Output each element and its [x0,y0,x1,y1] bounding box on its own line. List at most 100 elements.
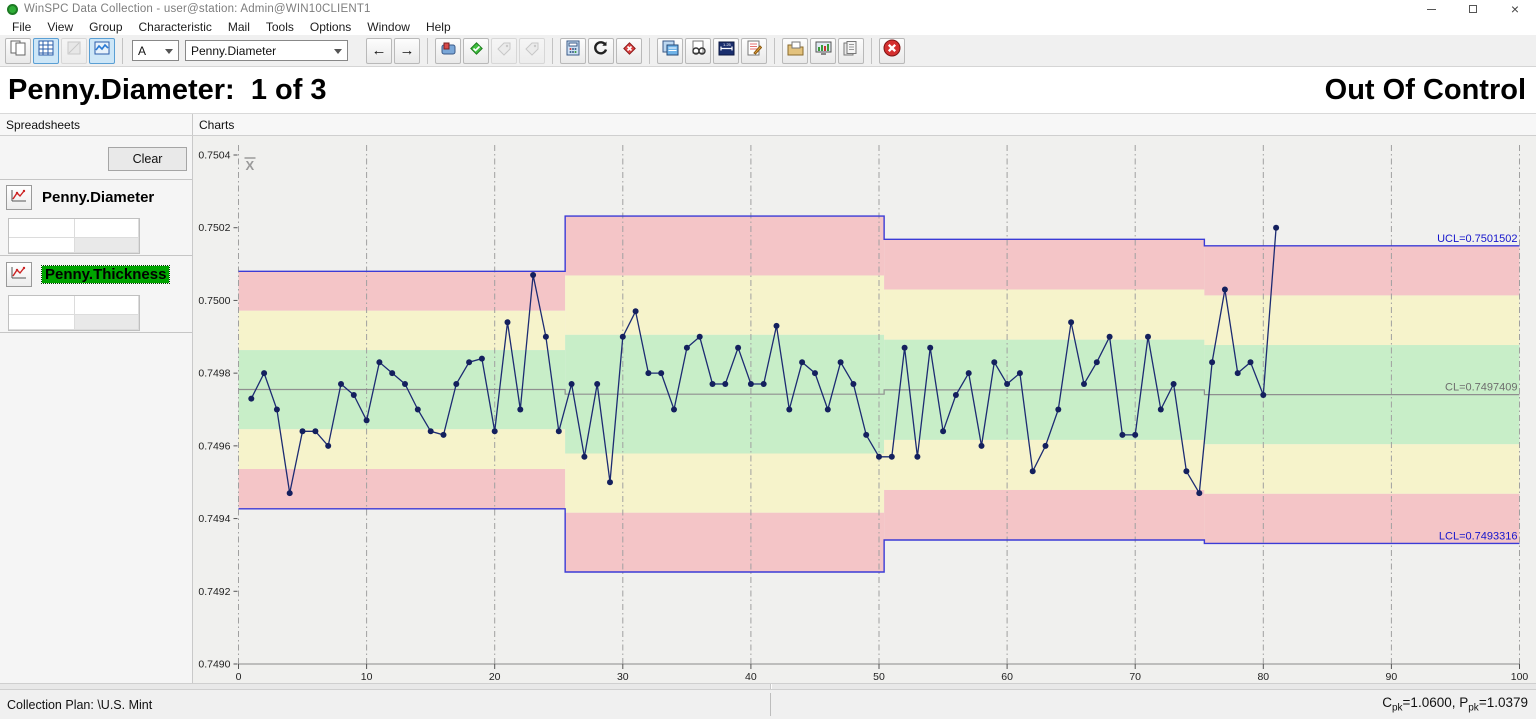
data-point[interactable] [1221,286,1228,293]
menu-file[interactable]: File [12,19,32,34]
menu-tools[interactable]: Tools [265,19,294,34]
data-point[interactable] [1055,406,1062,413]
spreadsheet-cell[interactable] [75,296,139,315]
data-point[interactable] [1170,381,1177,387]
data-point[interactable] [683,344,690,351]
menu-characteristic[interactable]: Characteristic [138,19,212,34]
splitter-bar[interactable] [0,683,1536,690]
control-chart-svg[interactable]: UCL=0.7501502 CL=0.7497409 LCL=0.7493316 0 1… [193,136,1536,683]
data-point[interactable] [453,381,460,387]
data-point[interactable] [824,406,831,413]
close-button[interactable]: × [1494,0,1536,18]
monitor-chart-button[interactable] [810,37,836,64]
characteristic-combo[interactable]: Penny.Diameter [185,40,348,61]
prev-characteristic-button[interactable]: ← [366,37,392,64]
data-point[interactable] [952,392,959,398]
sidebar-item-penny-thickness[interactable]: Penny.Thickness [0,257,192,333]
characteristic-label[interactable]: Penny.Diameter [42,189,155,206]
data-point[interactable] [812,370,818,377]
menu-options[interactable]: Options [309,19,352,34]
mail-button[interactable] [435,37,461,64]
edit-notes-button[interactable] [741,37,767,64]
characteristic-label-selected[interactable]: Penny.Thickness [40,265,171,284]
data-point[interactable] [607,479,613,486]
data-point[interactable] [722,381,729,387]
gage-view-button[interactable]: 1.25 [713,37,739,64]
minimize-button[interactable] [1410,0,1452,18]
data-point[interactable] [555,428,562,435]
copy-pages-button[interactable] [838,37,864,64]
data-point[interactable] [914,453,921,460]
data-point[interactable] [850,381,857,387]
data-point[interactable] [671,406,677,413]
data-point[interactable] [1157,406,1164,413]
data-point[interactable] [1042,442,1049,449]
calculator-button[interactable] [560,37,586,64]
notes-calendar-button[interactable] [657,37,683,64]
spreadsheet-cell[interactable] [75,219,139,238]
data-point[interactable] [427,428,434,435]
data-point[interactable] [491,428,498,435]
data-point[interactable] [901,344,908,351]
data-point[interactable] [978,442,985,449]
data-point[interactable] [273,406,280,413]
data-point[interactable] [1234,370,1241,377]
data-point[interactable] [338,381,344,387]
data-point[interactable] [542,333,549,340]
data-point[interactable] [1106,333,1113,340]
data-point[interactable] [645,370,652,377]
data-point[interactable] [389,370,396,377]
menu-mail[interactable]: Mail [227,19,250,34]
menu-group[interactable]: Group [89,19,123,34]
data-point[interactable] [1093,359,1100,366]
data-point[interactable] [440,431,447,438]
open-chart-button[interactable] [6,185,32,210]
review-notes-button[interactable] [685,37,711,64]
data-point[interactable] [325,442,332,449]
clear-button[interactable]: Clear [108,147,187,171]
spreadsheet-cell[interactable] [75,315,139,330]
data-point[interactable] [696,333,703,340]
data-point[interactable] [504,319,511,326]
archive-folder-button[interactable] [782,37,808,64]
data-point[interactable] [1260,392,1267,398]
data-point[interactable] [773,322,780,329]
spreadsheet-cell[interactable] [9,315,75,330]
data-point[interactable] [658,370,665,377]
data-point[interactable] [363,417,370,424]
data-point[interactable] [991,359,998,366]
data-point[interactable] [1209,359,1216,366]
data-point[interactable] [376,359,383,366]
data-point[interactable] [517,406,524,413]
data-point[interactable] [1004,381,1011,387]
data-point[interactable] [965,370,972,377]
data-point[interactable] [888,453,895,460]
refresh-button[interactable] [588,37,614,64]
data-point[interactable] [1081,381,1087,387]
data-point[interactable] [786,406,793,413]
spreadsheet-view-button[interactable] [33,37,59,64]
data-point[interactable] [261,370,268,377]
data-point[interactable] [1247,359,1254,366]
data-point[interactable] [350,392,357,398]
next-characteristic-button[interactable]: → [394,37,420,64]
data-point[interactable] [402,381,408,387]
data-point[interactable] [1145,333,1151,340]
data-point[interactable] [1132,431,1139,438]
data-point[interactable] [594,381,601,387]
data-point[interactable] [747,381,754,387]
mini-spreadsheet[interactable] [8,295,140,331]
group-combo[interactable]: A [132,40,179,61]
data-point[interactable] [1119,431,1126,438]
open-chart-button[interactable] [6,262,32,287]
maximize-button[interactable] [1452,0,1494,18]
data-point[interactable] [312,428,319,435]
data-point[interactable] [248,395,255,402]
data-point[interactable] [1196,490,1203,497]
spreadsheet-cell[interactable] [75,238,139,253]
data-point[interactable] [1016,370,1023,377]
data-point[interactable] [530,272,537,278]
spreadsheet-cell[interactable] [9,219,75,238]
data-point[interactable] [632,308,639,315]
data-point[interactable] [940,428,947,435]
